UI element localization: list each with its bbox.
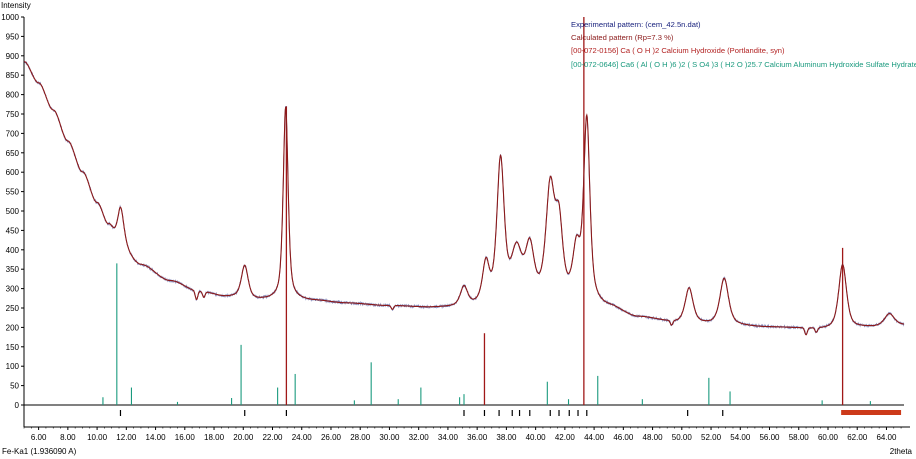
y-axis-ticks: 0 50 100 150 200 250 300 350 400 450 500 550 600 650 7… [1,13,24,410]
x-tick-label: 36.00 [467,433,488,442]
y-tick-label: 300 [6,285,20,294]
x-tick-label: 28.00 [350,433,371,442]
x-tick-label: 42.00 [555,433,576,442]
y-axis-title: Intensity [1,1,31,10]
y-tick-label: 650 [6,149,20,158]
radiation-label: Fe-Ka1 (1.936090 A) [2,447,77,456]
x-tick-label: 14.00 [146,433,167,442]
x-tick-label: 8.00 [60,433,76,442]
y-tick-label: 250 [6,304,20,313]
x-axis-ticks: 6.00 8.00 10.00 12.00 14.00 16.00 18.00 20.00 22… [23,427,902,442]
x-tick-label: 22.00 [262,433,283,442]
x-tick-label: 38.00 [496,433,517,442]
legend-entry-calculated: Calculated pattern (Rp=7.3 %) [571,33,674,43]
y-tick-label: 1000 [1,13,19,22]
axes [23,17,910,428]
reference-position-strip [119,410,902,416]
x-tick-label: 16.00 [175,433,196,442]
y-tick-label: 50 [10,382,19,391]
x-tick-label: 12.00 [116,433,137,442]
x-tick-label: 46.00 [613,433,634,442]
y-tick-label: 450 [6,226,20,235]
x-tick-label: 52.00 [701,433,722,442]
y-tick-label: 500 [6,207,20,216]
x-tick-label: 60.00 [818,433,839,442]
y-tick-label: 900 [6,52,20,61]
x-tick-label: 30.00 [379,433,400,442]
x-tick-label: 62.00 [847,433,868,442]
legend-entry-portlandite: [00-072-0156] Ca ( O H )2 Calcium Hydrox… [571,46,785,56]
y-tick-label: 850 [6,71,20,80]
y-tick-label: 950 [6,32,20,41]
reference-band [841,410,902,415]
y-tick-label: 800 [6,91,20,100]
x-tick-label: 20.00 [233,433,254,442]
y-tick-label: 600 [6,168,20,177]
y-tick-label: 400 [6,246,20,255]
x-tick-label: 6.00 [31,433,47,442]
y-tick-label: 350 [6,265,20,274]
x-tick-label: 10.00 [87,433,108,442]
x-tick-label: 44.00 [584,433,605,442]
x-tick-label: 26.00 [321,433,342,442]
pattern-lines [23,60,905,336]
calculated-pattern-line [23,60,904,336]
legend-entry-experimental: Experimental pattern: (cem_42.5n.dat) [571,20,701,29]
legend-entry-ettringite: [00-072-0646] Ca6 ( Al ( O H )6 )2 ( S O… [571,59,916,69]
x-tick-label: 50.00 [672,433,693,442]
x-tick-label: 54.00 [730,433,751,442]
y-tick-label: 700 [6,129,20,138]
portlandite-reference-sticks [285,17,844,405]
legend: Experimental pattern: (cem_42.5n.dat) Ca… [571,18,916,71]
x-tick-label: 58.00 [789,433,810,442]
x-tick-label: 64.00 [876,433,897,442]
x-tick-label: 56.00 [759,433,780,442]
x-tick-label: 40.00 [526,433,547,442]
x-tick-label: 48.00 [643,433,664,442]
y-tick-label: 750 [6,110,20,119]
x-tick-label: 18.00 [204,433,225,442]
x-tick-label: 32.00 [409,433,430,442]
x-tick-label: 34.00 [438,433,459,442]
y-tick-label: 550 [6,188,20,197]
y-tick-label: 0 [15,401,20,410]
y-tick-label: 150 [6,343,20,352]
x-tick-label: 24.00 [292,433,313,442]
experimental-pattern-line [23,60,905,335]
y-tick-label: 100 [6,362,20,371]
ettringite-reference-sticks [102,263,871,405]
y-tick-label: 200 [6,323,20,332]
x-axis-title: 2theta [889,447,912,456]
